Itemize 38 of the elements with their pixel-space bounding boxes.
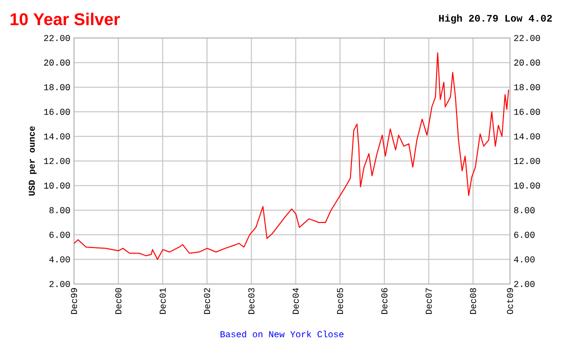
x-tick-label: Dec00 [115, 288, 122, 314]
x-tick-label: Dec07 [426, 288, 432, 314]
x-tick-label: Oct09 [506, 288, 514, 314]
y-tick-label: 2.00 [49, 280, 70, 288]
chart-subtitle: High 20.79 Low 4.02 [439, 14, 552, 24]
x-tick-label: Dec99 [70, 288, 78, 314]
y-tick-label: 6.00 [50, 232, 70, 238]
y-tick-label: 20.00 [44, 60, 70, 66]
y-axis-title: USD per ounce [28, 126, 37, 196]
y-tick-label: 16.00 [44, 108, 70, 115]
y-tick-label: 14.00 [44, 133, 70, 140]
y2-tick-label: 20.00 [514, 60, 540, 66]
y2-tick-label: 12.00 [514, 158, 540, 164]
y-tick-label: 12.00 [44, 158, 70, 164]
line-series [74, 52, 510, 260]
y-tick-label: 18.00 [44, 84, 70, 90]
y2-tick-label: 2.00 [514, 280, 535, 288]
y2-tick-label: 4.00 [514, 256, 535, 262]
y-tick-label: 8.00 [49, 207, 70, 214]
y2-tick-label: 14.00 [514, 133, 540, 140]
x-tick-label: Dec06 [381, 288, 388, 314]
x-tick-label: Dec02 [204, 288, 210, 314]
y2-tick-label: 22.00 [514, 34, 540, 42]
y-tick-label: 22.00 [44, 34, 70, 42]
x-tick-label: Dec03 [248, 288, 254, 314]
chart-title: 10 Year Silver [10, 12, 120, 26]
y-tick-label: 10.00 [44, 182, 70, 189]
y2-tick-label: 18.00 [514, 84, 540, 90]
y2-tick-label: 8.00 [514, 207, 535, 214]
x-tick-label: Dec04 [292, 288, 299, 314]
x-tick-label: Dec08 [470, 288, 476, 314]
x-tick-label: Dec05 [336, 288, 344, 314]
text: Based on New York Close [220, 330, 344, 338]
y-tick-label: 4.00 [49, 256, 70, 262]
x-tick-label: Dec01 [160, 288, 166, 314]
y2-tick-label: 6.00 [514, 232, 535, 238]
y2-tick-label: 10.00 [514, 182, 540, 189]
y2-tick-label: 16.00 [514, 108, 540, 115]
